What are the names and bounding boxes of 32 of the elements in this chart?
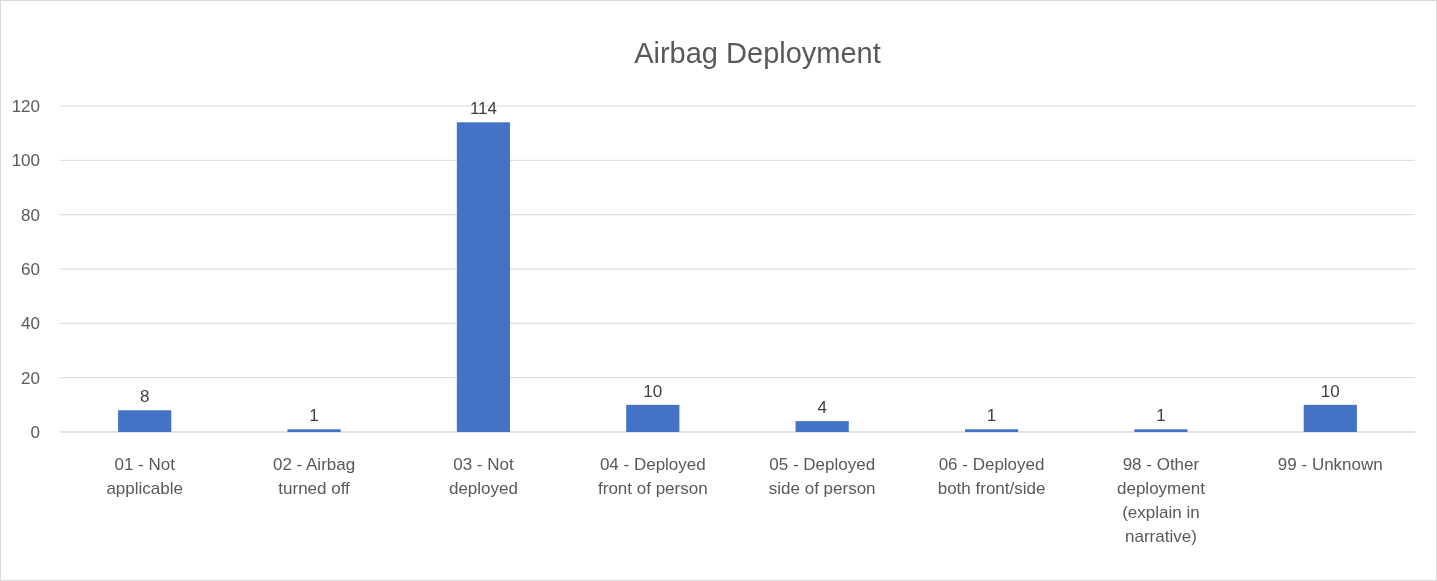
y-tick-label: 40	[21, 314, 40, 334]
x-tick-label: 05 - Deployed side of person	[768, 455, 876, 498]
y-tick-label: 0	[30, 422, 40, 442]
data-label: 4	[817, 398, 827, 418]
data-label: 10	[1320, 381, 1340, 401]
bar	[118, 410, 172, 432]
data-label: 8	[139, 387, 150, 407]
chart-title: Airbag Deployment	[634, 37, 881, 69]
y-tick-label: 60	[21, 259, 40, 279]
x-tick-label: 06 - Deployed both front/side	[937, 455, 1046, 498]
bar	[1134, 429, 1188, 432]
data-label: 1	[986, 406, 997, 426]
y-tick-label: 100	[11, 151, 40, 171]
bar	[626, 404, 680, 432]
y-tick-label: 20	[21, 368, 40, 388]
x-tick-label: 03 - Not deployed	[448, 455, 518, 498]
data-label: 1	[309, 406, 319, 426]
bar	[1303, 404, 1357, 432]
y-tick-label: 120	[11, 96, 40, 116]
bar	[456, 122, 511, 432]
y-tick-label: 80	[21, 205, 40, 225]
bar	[795, 421, 849, 432]
bar	[964, 429, 1019, 432]
x-tick-label: 99 - Unknown	[1277, 455, 1383, 474]
x-tick-label: 02 - Airbag turned off	[272, 455, 356, 498]
x-tick-label: 04 - Deployed front of person	[598, 455, 708, 498]
data-label: 114	[469, 99, 497, 119]
x-tick-label: 01 - Not applicable	[106, 455, 183, 498]
data-label: 1	[1156, 406, 1166, 426]
bar	[287, 429, 341, 432]
x-tick-label: 98 - Other deployment (explain in narrative)	[1116, 455, 1206, 546]
data-label: 10	[643, 381, 663, 401]
